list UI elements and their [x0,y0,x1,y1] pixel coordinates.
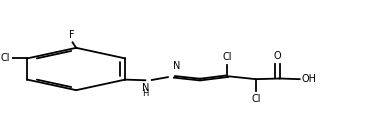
Text: OH: OH [301,74,316,84]
Text: N: N [142,83,149,93]
Text: O: O [274,51,281,61]
Text: H: H [142,89,149,98]
Text: F: F [69,30,74,40]
Text: N: N [173,61,180,71]
Text: Cl: Cl [223,52,232,62]
Text: Cl: Cl [251,94,260,104]
Text: Cl: Cl [0,53,10,63]
